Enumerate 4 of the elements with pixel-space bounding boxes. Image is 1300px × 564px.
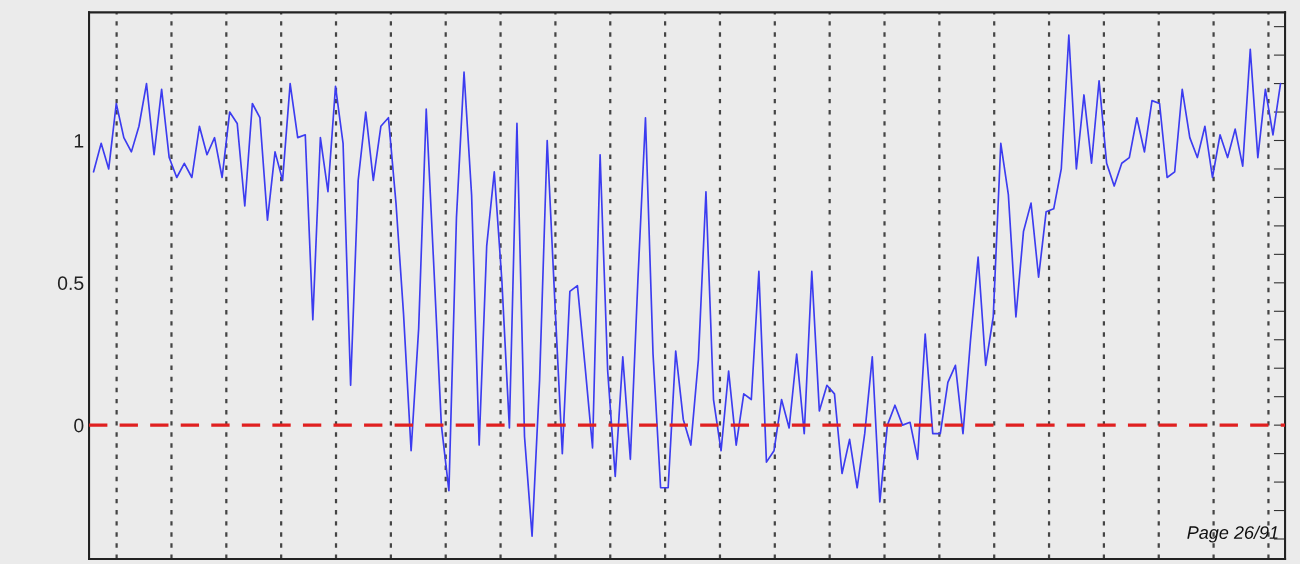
annotation: Page 26/91 bbox=[1187, 525, 1278, 543]
y-tick-label: 0 bbox=[74, 418, 84, 433]
y-tick-label: 1 bbox=[74, 134, 84, 148]
y-tick-label: 0.5 bbox=[57, 276, 84, 291]
